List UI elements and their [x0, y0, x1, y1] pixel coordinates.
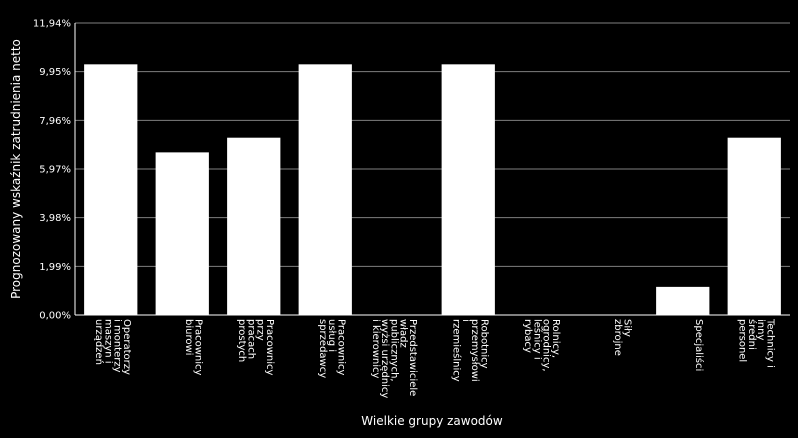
category-label: Siłyzbrojne	[612, 319, 632, 356]
category-label-line: i kierownicy	[370, 319, 381, 378]
category-label-line: i	[460, 319, 471, 322]
category-label: Operatorzyi monterzymaszyn iurządzeń	[93, 319, 132, 375]
category-label-line: pracach	[245, 319, 256, 359]
y-tick-label: 7,96%	[39, 116, 71, 127]
y-tick-label: 5,97%	[39, 165, 71, 176]
category-label-line: personel	[737, 319, 748, 362]
y-axis-title: Prognozowany wskaźnik zatrudnienia netto	[9, 39, 23, 299]
x-axis-title: Wielkie grupy zawodów	[361, 414, 503, 428]
category-label-line: wyżsi urzędnicy	[379, 319, 390, 398]
category-label-line: publicznych,	[388, 319, 399, 382]
y-tick-label: 1,99%	[39, 262, 71, 273]
bars	[84, 64, 781, 315]
bar	[298, 64, 352, 315]
category-label-line: urządzeń	[93, 319, 105, 365]
category-label-line: i monterzy	[112, 319, 123, 373]
category-label: Pracownicyusług isprzedawcy	[317, 319, 346, 378]
category-label-line: ogrodnicy,	[541, 319, 552, 372]
category-label-line: Rolnicy,	[550, 319, 561, 358]
category-label-line: leśnicy i	[531, 319, 543, 360]
category-label-line: Przedstawiciele	[407, 319, 418, 396]
category-label-line: sprzedawcy	[317, 319, 328, 378]
y-tick-label: 11,94%	[33, 19, 71, 30]
category-label-line: biurowi	[183, 319, 194, 355]
category-label-line: przemysłowi	[469, 319, 480, 382]
category-label-line: Pracownicy	[192, 319, 203, 376]
bar	[727, 137, 781, 315]
category-label-line: rybacy	[522, 319, 533, 353]
bar	[155, 152, 209, 315]
category-label: Przedstawicielewładzpublicznych,wyżsi ur…	[370, 319, 418, 398]
category-label-line: Robotnicy	[478, 319, 489, 369]
bar	[84, 64, 138, 315]
category-label-line: władz	[398, 319, 409, 348]
category-label: Pracownicyprzypracachprostych	[236, 319, 275, 376]
category-label: Pracownicybiurowi	[183, 319, 203, 376]
category-label-line: Pracownicy	[335, 319, 346, 376]
y-tick-labels: 0,00% 1,99% 3,98% 5,97% 7,96% 9,95% 11,94%	[33, 19, 71, 322]
category-label: Rolnicy,ogrodnicy,leśnicy irybacy	[522, 319, 561, 372]
category-label-line: inny	[755, 319, 766, 340]
category-label-line: maszyn i	[102, 319, 113, 364]
category-label-line: rzemieślnicy	[451, 319, 463, 382]
y-tick-label: 0,00%	[39, 311, 71, 322]
category-label-line: usług i	[326, 319, 337, 352]
y-tick-label: 3,98%	[39, 213, 71, 224]
category-label: Specjaliści	[693, 319, 705, 371]
category-label-line: prostych	[236, 319, 247, 362]
category-label: Technicy iinnyśrednipersonel	[737, 318, 776, 368]
category-label-line: średni	[746, 319, 758, 350]
category-label-line: Siły	[621, 319, 632, 337]
category-label-line: Technicy i	[764, 318, 775, 368]
category-labels: Operatorzyi monterzymaszyn iurządzeń Prac…	[93, 318, 775, 398]
bar	[227, 137, 281, 315]
category-label: Robotnicyprzemysłowiirzemieślnicy	[451, 319, 490, 382]
bar	[441, 64, 495, 315]
y-tick-label: 9,95%	[39, 67, 71, 78]
category-label-line: przy	[255, 319, 266, 341]
category-label-line: zbrojne	[612, 319, 623, 356]
category-label-line: Operatorzy	[121, 319, 132, 375]
category-label-line: Pracownicy	[264, 319, 275, 376]
category-label-line: Specjaliści	[693, 319, 705, 371]
bar	[656, 286, 710, 315]
